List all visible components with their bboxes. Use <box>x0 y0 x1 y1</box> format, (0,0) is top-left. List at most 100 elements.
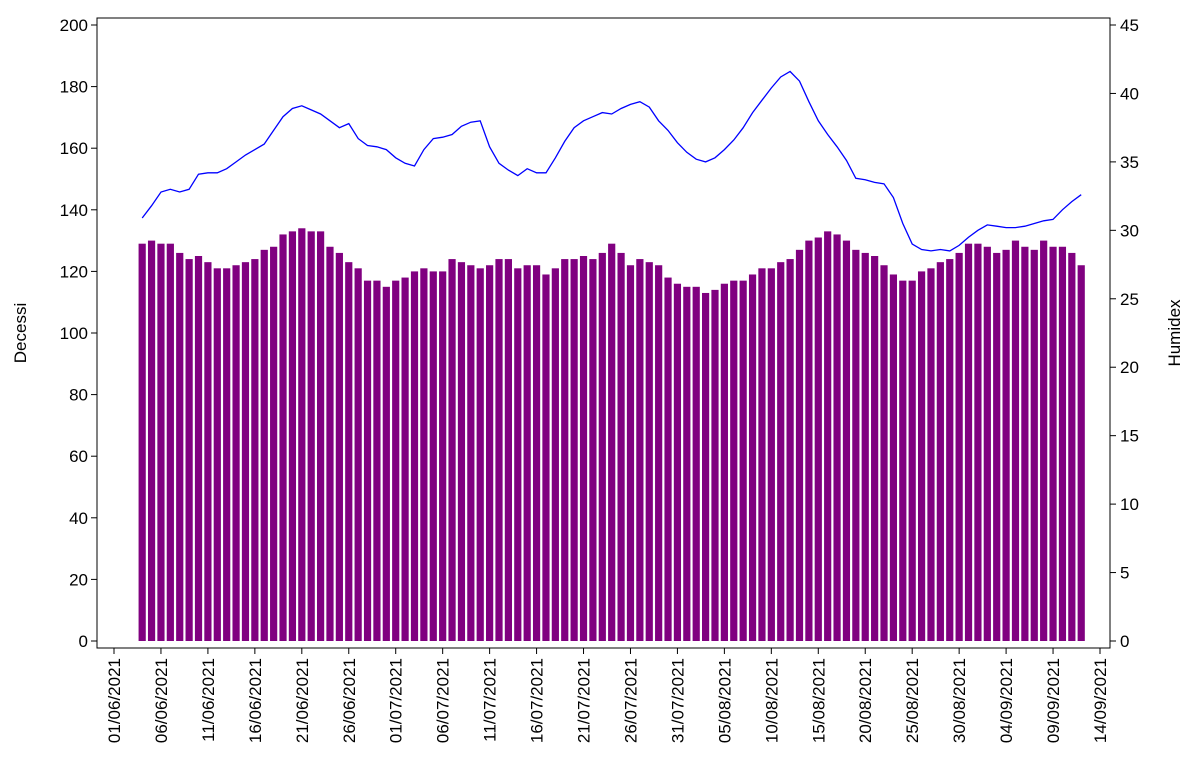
bar <box>448 259 456 641</box>
bar <box>720 283 728 641</box>
x-tick-label: 16/07/2021 <box>528 658 547 743</box>
bar <box>805 240 813 641</box>
x-tick-label: 21/06/2021 <box>293 658 312 743</box>
x-tick-label: 26/07/2021 <box>621 658 640 743</box>
bar <box>401 277 409 641</box>
bar <box>204 262 212 641</box>
bar <box>993 252 1001 642</box>
bar <box>1077 265 1085 641</box>
bar <box>964 243 973 641</box>
bar <box>542 274 550 641</box>
bar <box>251 259 259 641</box>
bar <box>711 289 719 641</box>
x-tick-label: 10/08/2021 <box>762 658 781 743</box>
bar <box>457 262 466 641</box>
bar <box>504 259 512 641</box>
x-tick-label: 16/06/2021 <box>246 658 265 743</box>
bar <box>1011 240 1020 641</box>
bar <box>213 268 221 641</box>
x-tick-label: 05/08/2021 <box>715 658 734 743</box>
x-tick-label: 09/09/2021 <box>1044 658 1063 743</box>
bar <box>673 283 682 641</box>
y-tick-label: 160 <box>60 139 88 158</box>
bar <box>279 234 287 641</box>
bar <box>702 292 710 641</box>
x-tick-label: 20/08/2021 <box>856 658 875 743</box>
bar <box>871 256 879 641</box>
bar <box>1030 249 1038 641</box>
bar <box>683 286 691 641</box>
x-tick-label: 25/08/2021 <box>903 658 922 743</box>
y2-tick-label: 25 <box>1120 290 1139 309</box>
bar <box>354 268 362 641</box>
bar <box>917 271 926 641</box>
y2-tick-label: 20 <box>1120 358 1139 377</box>
bar <box>767 268 775 641</box>
bar <box>786 259 794 641</box>
x-tick-label: 01/07/2021 <box>387 658 406 743</box>
bar <box>608 243 616 641</box>
bar <box>420 268 428 641</box>
bar <box>316 231 325 642</box>
x-tick-label: 14/09/2021 <box>1091 658 1110 743</box>
bar <box>326 246 334 641</box>
y2-tick-label: 35 <box>1120 153 1139 172</box>
bar <box>880 265 888 641</box>
bar <box>692 286 700 641</box>
bar <box>908 280 916 641</box>
bar <box>410 271 419 641</box>
bar <box>795 249 804 641</box>
bar <box>373 280 381 641</box>
bar <box>232 265 240 641</box>
bar <box>598 252 606 642</box>
y-tick-label: 60 <box>69 447 88 466</box>
bar <box>307 231 315 642</box>
bar <box>852 249 860 641</box>
bar <box>260 249 268 641</box>
bar <box>824 231 832 642</box>
bar <box>467 265 475 641</box>
bar <box>476 268 484 641</box>
y-tick-label: 40 <box>69 509 88 528</box>
bar <box>288 231 297 642</box>
bar <box>739 280 747 641</box>
bar <box>363 280 372 641</box>
y-axis-title: Decessi <box>11 303 30 363</box>
bar <box>1049 246 1057 641</box>
bar <box>814 237 822 641</box>
bar <box>551 268 559 641</box>
x-tick-label: 06/06/2021 <box>152 658 171 743</box>
x-tick-label: 01/06/2021 <box>105 658 124 743</box>
bar <box>138 243 146 641</box>
bar <box>833 234 841 641</box>
y2-tick-label: 5 <box>1120 564 1129 583</box>
bar <box>636 259 644 641</box>
bar <box>166 243 174 641</box>
x-tick-label: 30/08/2021 <box>950 658 969 743</box>
bar <box>748 274 757 641</box>
bar <box>626 265 635 641</box>
y-tick-label: 200 <box>60 16 88 35</box>
bar <box>889 274 898 641</box>
y-tick-label: 180 <box>60 78 88 97</box>
y2-tick-label: 10 <box>1120 495 1139 514</box>
y2-tick-label: 15 <box>1120 427 1139 446</box>
bar <box>777 262 785 641</box>
y-tick-label: 20 <box>69 570 88 589</box>
bar <box>955 252 963 642</box>
bar <box>1002 249 1010 641</box>
y-tick-label: 120 <box>60 262 88 281</box>
y2-tick-label: 0 <box>1120 632 1129 651</box>
x-tick-label: 04/09/2021 <box>997 658 1016 743</box>
bar <box>927 268 935 641</box>
bar <box>861 252 869 642</box>
bar <box>589 259 597 641</box>
bar <box>270 246 278 641</box>
x-tick-label: 26/06/2021 <box>340 658 359 743</box>
bar <box>335 252 343 642</box>
bar <box>983 246 991 641</box>
bar <box>194 256 203 641</box>
bar <box>439 271 447 641</box>
bar <box>532 265 541 641</box>
bar <box>974 243 982 641</box>
